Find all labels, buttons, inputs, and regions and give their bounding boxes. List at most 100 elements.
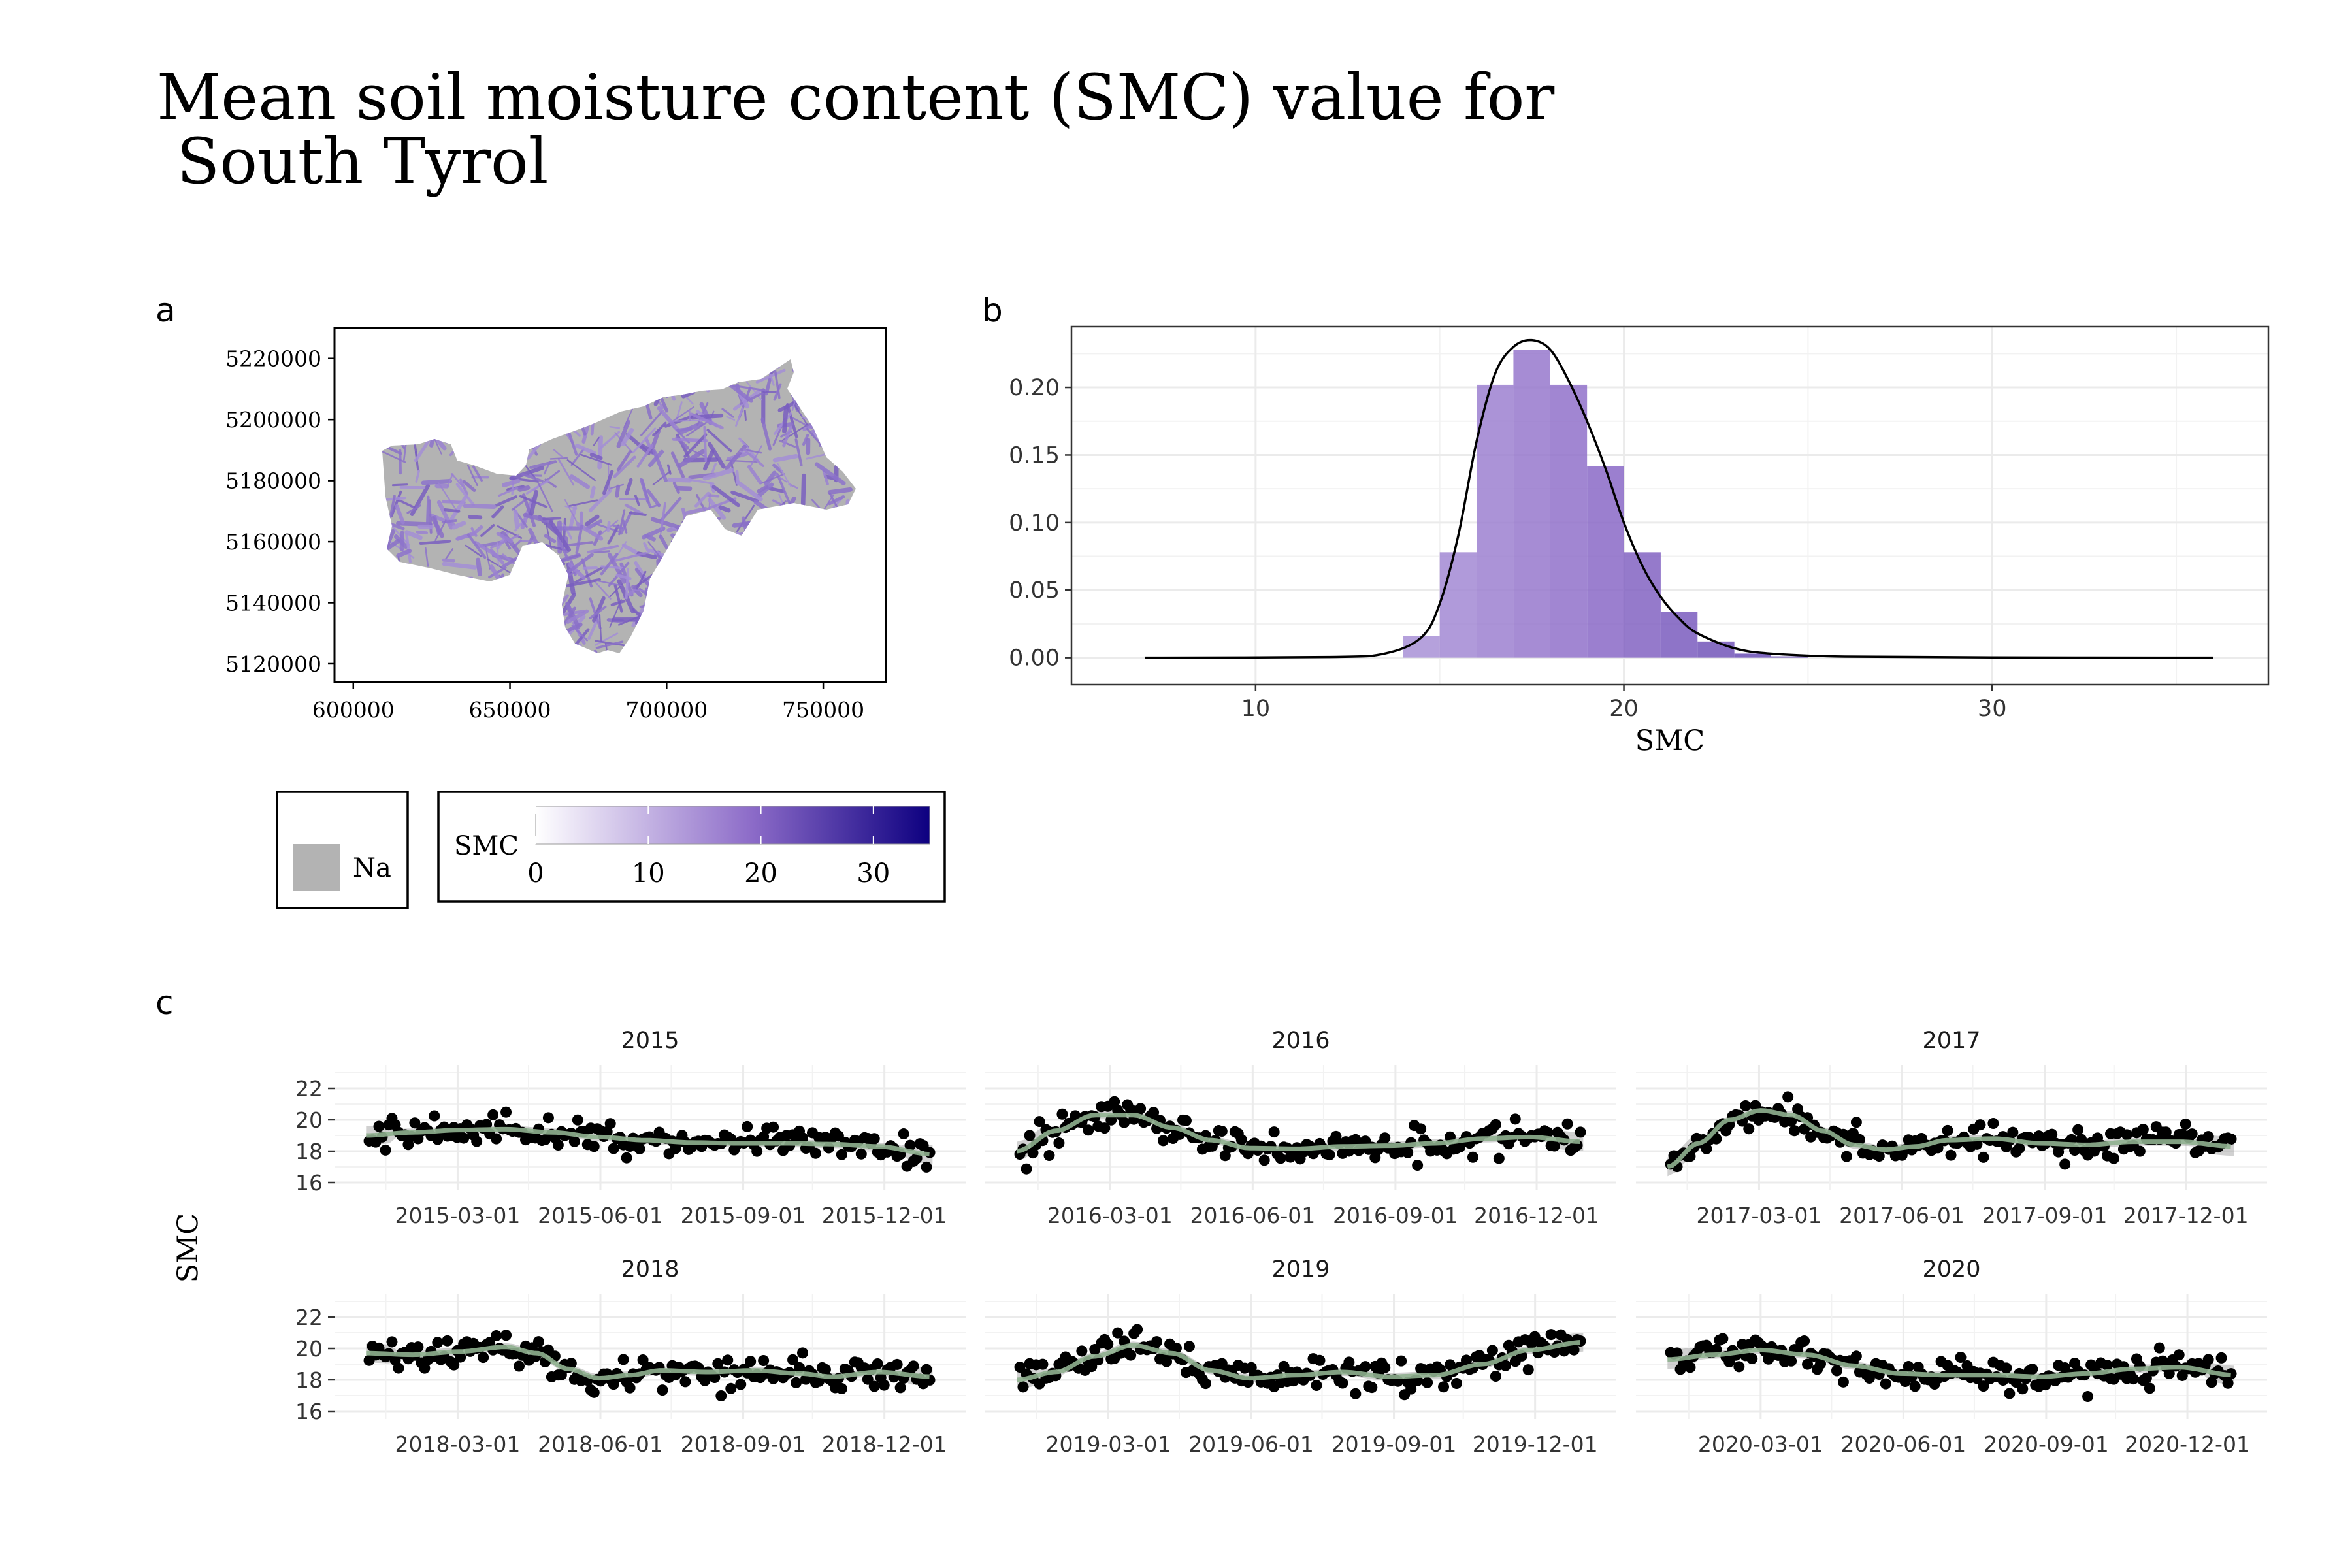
timeseries-facets: 2015 2015-03-01 2015-06-01 2015-09-01 2015-1… — [295, 1028, 2267, 1457]
map-smc-pixel — [564, 499, 578, 523]
map-smc-pixel — [736, 480, 763, 502]
facet-strip-label: 2018 — [621, 1256, 679, 1282]
smooth-line — [366, 1126, 930, 1157]
map-smc-pixel — [708, 498, 727, 520]
smc-point — [1148, 1107, 1160, 1119]
map-smc-pixel — [511, 498, 527, 511]
smc-point — [588, 1141, 600, 1152]
map-smc-pixel — [421, 479, 453, 485]
smc-point — [1763, 1353, 1774, 1365]
map-smc-pixel — [455, 532, 476, 541]
map-smc-pixel — [529, 460, 557, 469]
smc-legend: SMC 0 10 20 30 — [437, 791, 946, 903]
map-smc-pixel — [600, 553, 619, 576]
histogram-bar — [1624, 552, 1661, 658]
colorbar-tick-label: 20 — [744, 858, 777, 889]
smc-point — [1671, 1347, 1683, 1359]
map-smc-pixel — [622, 519, 628, 534]
map-smc-pixel — [643, 542, 650, 554]
smc-point — [2007, 1126, 2019, 1138]
map-smc-pixel — [619, 510, 633, 535]
smc-point — [917, 1139, 929, 1151]
map-x-tick-label: 700000 — [625, 697, 708, 723]
smc-point — [1099, 1122, 1111, 1134]
smc-point — [1955, 1351, 1967, 1363]
na-legend-swatch — [293, 844, 340, 891]
map-smc-pixel — [779, 440, 796, 448]
smc-point — [1422, 1377, 1433, 1388]
histogram-border — [1070, 325, 2270, 686]
map-smc-pixel — [451, 521, 466, 530]
map-smc-pixel — [636, 444, 654, 468]
smc-point — [2222, 1377, 2234, 1389]
histogram-axes: 10 20 30 0.00 0.05 0.10 0.15 0.20 — [1009, 375, 2006, 722]
map-smc-pixel — [598, 613, 602, 642]
smc-point — [2082, 1391, 2094, 1403]
smc-point — [2072, 1124, 2084, 1135]
smc-point — [1412, 1160, 1424, 1171]
histogram-bar — [1439, 552, 1477, 658]
facet-y-tick-label: 20 — [295, 1336, 323, 1362]
smc-point — [617, 1354, 629, 1365]
map-smc-pixel — [438, 482, 458, 512]
smc-point — [758, 1131, 770, 1143]
map-smc-pixel — [703, 425, 708, 463]
smc-point — [1311, 1380, 1322, 1392]
facet-y-tick-label: 22 — [295, 1076, 323, 1102]
map-smc-pixel — [652, 449, 668, 483]
map-smc-pixel — [584, 514, 600, 527]
smc-point — [432, 1134, 444, 1145]
smc-point — [1467, 1151, 1478, 1163]
map-smc-pixel — [602, 470, 614, 495]
smc-point — [2202, 1131, 2214, 1143]
facet-strip-label: 2019 — [1271, 1256, 1330, 1282]
smc-point — [2134, 1145, 2146, 1157]
map-smc-pixel — [517, 485, 531, 492]
panel-label-c: c — [155, 984, 174, 1022]
smc-point — [1275, 1152, 1286, 1164]
facet-x-tick-label: 2016-03-01 — [1047, 1203, 1173, 1228]
map-smc-pixel — [557, 458, 575, 486]
map-smc-pixel — [768, 487, 785, 493]
map-smc-pixel — [565, 601, 581, 629]
map-smc-pixel — [642, 526, 666, 540]
smc-point — [1337, 1377, 1348, 1389]
map-smc-pixel — [782, 425, 792, 448]
smc-point — [1522, 1364, 1534, 1376]
map-smc-pixel — [544, 534, 557, 544]
map-smc-pixel — [613, 584, 623, 613]
map-smc-pixel — [566, 609, 589, 624]
facet-x-tick-label: 2016-06-01 — [1190, 1203, 1315, 1228]
smc-point — [555, 1369, 567, 1380]
colorbar-tick-label: 0 — [527, 858, 544, 889]
map-smc-pixel — [575, 444, 596, 455]
facet-2016: 2016 2016-03-01 2016-06-01 2016-09-01 2016-1… — [985, 1028, 1616, 1228]
facet-x-tick-label: 2015-12-01 — [822, 1203, 947, 1228]
smc-point — [836, 1149, 847, 1160]
smc-point — [2215, 1352, 2227, 1364]
smc-point — [715, 1390, 727, 1402]
map-smc-pixel — [652, 470, 671, 485]
smc-point — [1350, 1388, 1362, 1399]
map-smc-pixel — [564, 505, 578, 510]
map-smc-pixel — [678, 449, 706, 468]
facet-2017: 2017 2017-03-01 2017-06-01 2017-09-01 2017-1… — [1636, 1028, 2267, 1228]
smc-point — [1786, 1115, 1797, 1127]
map-smc-pixel — [625, 478, 633, 496]
smc-point — [2206, 1377, 2217, 1388]
map-smc-pixel — [676, 427, 693, 432]
map-smc-pixel — [431, 515, 444, 538]
map-smc-pixel — [566, 459, 596, 482]
map-smc-pixel — [600, 565, 625, 570]
map-smc-pixel — [616, 419, 630, 448]
map-smc-pixel — [596, 580, 622, 587]
map-smc-pixel — [491, 505, 504, 519]
smc-point — [1561, 1118, 1573, 1130]
map-smc-pixel — [636, 570, 647, 591]
histogram-x-tick-label: 30 — [1978, 696, 2007, 722]
facet-x-tick-label: 2020-06-01 — [1840, 1431, 1966, 1457]
facet-strip-label: 2020 — [1922, 1256, 1980, 1282]
map-smc-pixel — [553, 449, 564, 459]
map-smc-pixel — [537, 482, 553, 512]
smc-point — [1978, 1380, 1989, 1392]
